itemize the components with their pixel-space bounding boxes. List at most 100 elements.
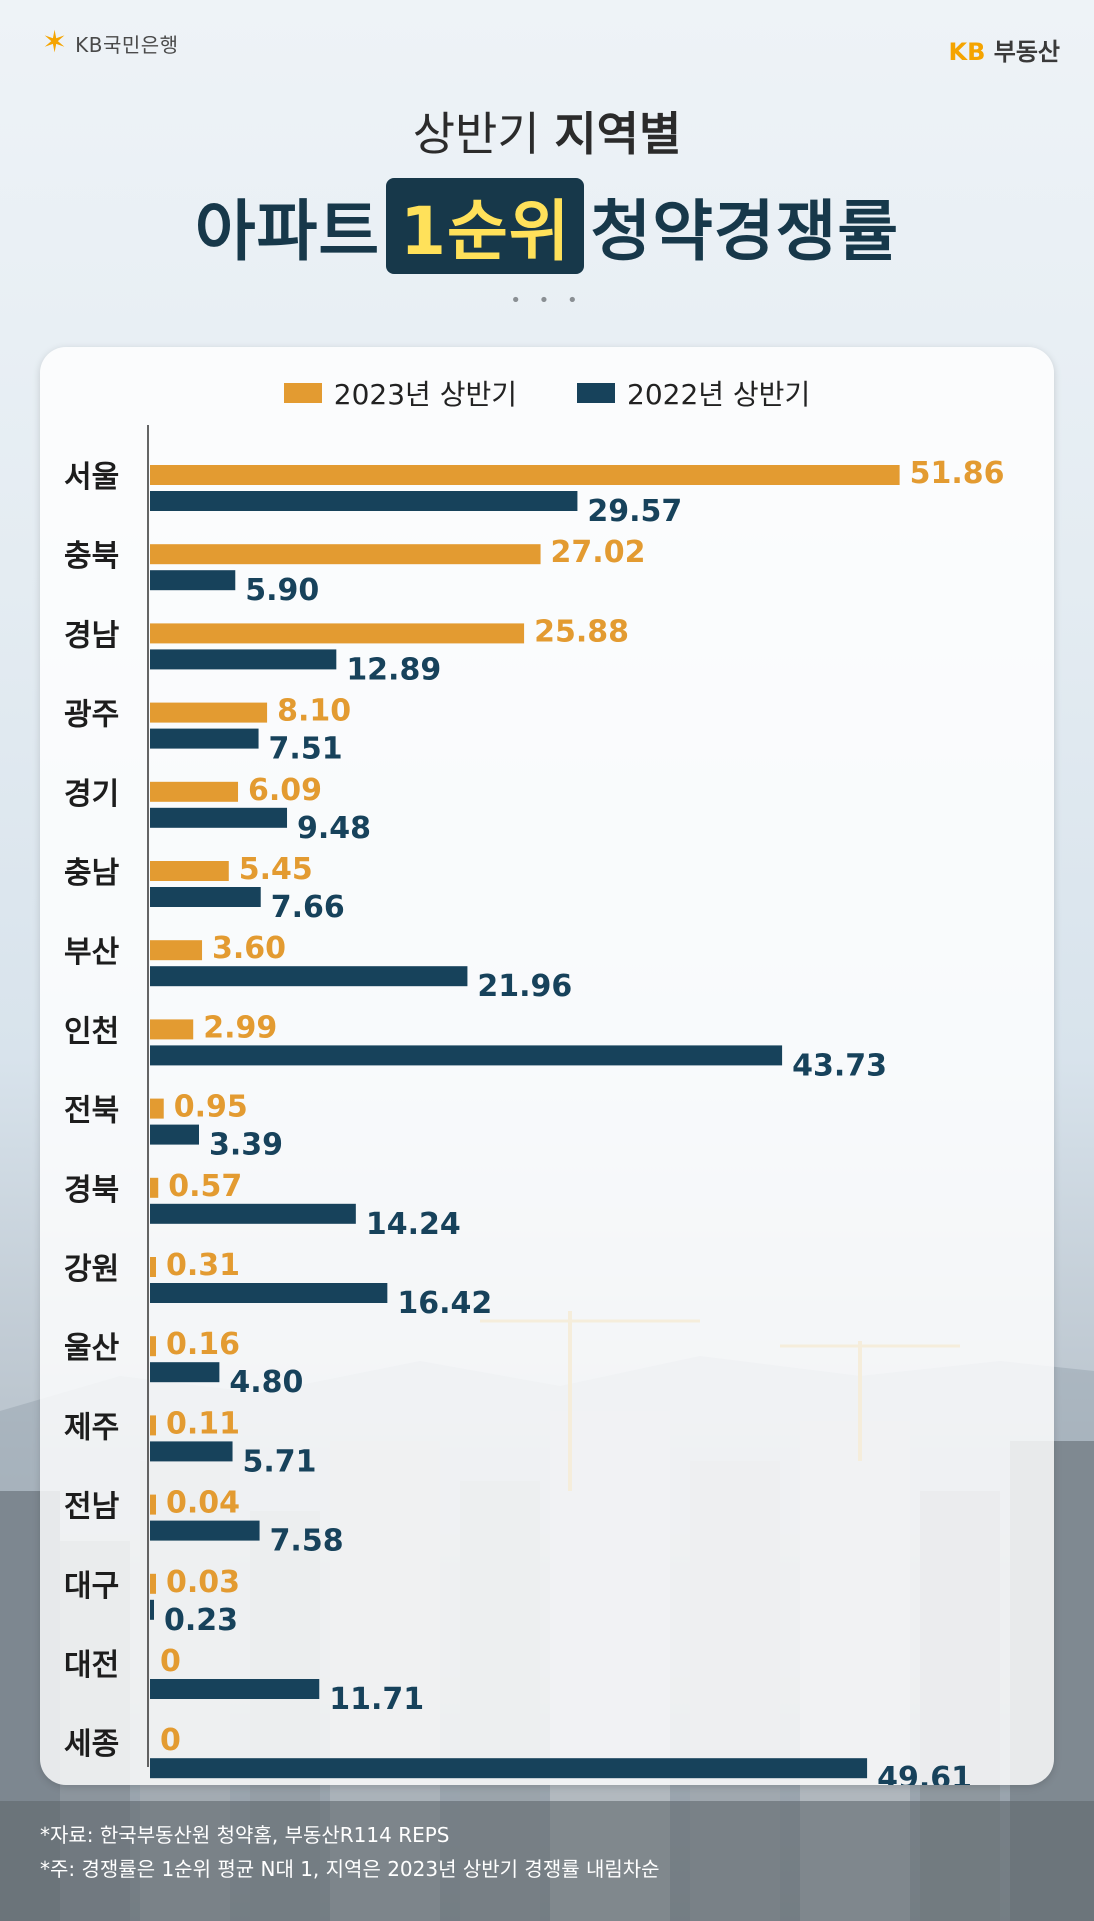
legend-item-2023: 2023년 상반기 xyxy=(283,373,517,413)
category-label: 울산 xyxy=(64,1331,120,1366)
value-label-2022: 12.89 xyxy=(346,652,441,687)
title-period: 상반기 xyxy=(412,107,540,161)
kb-bank-logo: ✶ KB국민은행 xyxy=(42,28,179,58)
value-label-2023: 0.31 xyxy=(166,1248,240,1283)
bar-2022 xyxy=(150,1679,320,1699)
bar-2022 xyxy=(150,1758,868,1779)
pager-dots: • • • xyxy=(510,290,584,311)
value-label-2022: 9.48 xyxy=(297,811,371,846)
category-label: 인천 xyxy=(64,1014,119,1049)
legend-item-2022: 2022년 상반기 xyxy=(577,373,810,413)
bar-2023 xyxy=(150,465,900,485)
category-label: 제주 xyxy=(64,1410,119,1445)
bar-2022 xyxy=(150,570,236,591)
value-label-2022: 11.71 xyxy=(329,1682,424,1717)
bar-2022 xyxy=(150,1283,388,1303)
bar-2023 xyxy=(150,1415,156,1436)
value-label-2023: 6.09 xyxy=(248,773,322,808)
real-estate-name: 부동산 xyxy=(993,38,1060,66)
legend: 2023년 상반기 2022년 상반기 xyxy=(40,373,1054,413)
bar-2023 xyxy=(150,1019,194,1040)
kb-real-estate-logo: KB 부동산 xyxy=(949,32,1061,67)
footnotes: *자료: 한국부동산원 청약홈, 부동산R114 REPS *주: 경쟁률은 1… xyxy=(40,1818,660,1886)
bar-2023 xyxy=(150,1494,156,1515)
bar-2023 xyxy=(150,781,239,802)
value-label-2023: 0.03 xyxy=(166,1565,240,1600)
value-label-2023: 0 xyxy=(160,1644,181,1679)
legend-label-2022: 2022년 상반기 xyxy=(627,378,811,411)
bar-2023 xyxy=(150,1336,156,1357)
legend-label-2023: 2023년 상반기 xyxy=(333,378,517,411)
value-label-2023: 3.60 xyxy=(212,931,286,966)
category-label: 경남 xyxy=(64,618,120,653)
bar-2022 xyxy=(150,807,288,828)
header: ✶ KB국민은행 KB 부동산 상반기 지역별 아파트 1순위 청약경쟁률 • • … xyxy=(0,0,1094,340)
footnote-note: *주: 경쟁률은 1순위 평균 N대 1, 지역은 2023년 상반기 경쟁률 … xyxy=(40,1857,660,1881)
kb-mark: KB xyxy=(948,38,986,66)
value-label-2023: 27.02 xyxy=(551,535,646,570)
bar-2022 xyxy=(150,887,261,907)
category-label: 경북 xyxy=(64,1173,119,1208)
value-label-2023: 0.95 xyxy=(174,1090,248,1125)
title-line-1: 상반기 지역별 xyxy=(0,98,1094,164)
bar-2023 xyxy=(150,861,229,881)
bar-2022 xyxy=(150,728,259,749)
value-label-2022: 5.71 xyxy=(243,1444,317,1479)
value-label-2022: 43.73 xyxy=(792,1048,887,1083)
footnote-source: *자료: 한국부동산원 청약홈, 부동산R114 REPS xyxy=(40,1823,450,1847)
value-label-2022: 3.39 xyxy=(209,1128,283,1163)
value-label-2022: 7.66 xyxy=(271,890,345,925)
value-label-2023: 0.04 xyxy=(166,1486,240,1521)
value-label-2022: 21.96 xyxy=(477,969,572,1004)
value-label-2022: 49.61 xyxy=(877,1761,972,1785)
value-label-2022: 4.80 xyxy=(229,1365,303,1400)
value-label-2022: 5.90 xyxy=(245,573,319,608)
value-label-2022: 7.58 xyxy=(270,1524,344,1559)
category-label: 광주 xyxy=(64,698,119,733)
value-label-2022: 14.24 xyxy=(366,1207,461,1242)
value-label-2023: 2.99 xyxy=(203,1010,277,1045)
value-label-2022: 0.23 xyxy=(164,1603,238,1638)
bar-2022 xyxy=(150,649,337,670)
value-label-2023: 8.10 xyxy=(277,694,351,729)
value-label-2022: 7.51 xyxy=(269,732,343,767)
category-label: 경기 xyxy=(64,777,119,812)
bar-2022 xyxy=(150,1362,220,1383)
bar-2022 xyxy=(150,1203,356,1224)
category-label: 충북 xyxy=(64,539,119,574)
bar-2023 xyxy=(150,1573,156,1594)
bar-2022 xyxy=(150,491,578,511)
bar-2022 xyxy=(150,1045,783,1066)
bar-chart: 서울 51.86 29.57 충북 27.02 5.90 경남 25.88 12.89 광주 8.1… xyxy=(64,425,1005,1785)
bar-2023 xyxy=(150,1257,156,1277)
title-apartment: 아파트 xyxy=(194,193,381,270)
category-label: 세종 xyxy=(64,1727,119,1762)
legend-swatch-2023 xyxy=(283,383,322,403)
bar-2022 xyxy=(150,1599,154,1620)
value-label-2022: 29.57 xyxy=(587,494,682,529)
legend-swatch-2022 xyxy=(577,383,615,403)
bar-2022 xyxy=(150,1441,233,1462)
value-label-2022: 16.42 xyxy=(397,1286,492,1321)
value-label-2023: 5.45 xyxy=(239,852,313,887)
bar-2023 xyxy=(150,940,203,961)
chart-card: 2023년 상반기 2022년 상반기 서울 51.86 29.57 충북 27.02 5… xyxy=(40,347,1054,1785)
bar-2023 xyxy=(150,1098,164,1119)
category-label: 전북 xyxy=(64,1094,119,1129)
title-region: 지역별 xyxy=(554,107,682,161)
bar-2022 xyxy=(150,1520,260,1541)
category-label: 대전 xyxy=(64,1648,119,1683)
value-label-2023: 25.88 xyxy=(534,614,629,649)
category-label: 대구 xyxy=(64,1569,119,1604)
bar-2023 xyxy=(150,702,268,723)
category-label: 부산 xyxy=(64,935,120,970)
title-highlight: 1순위 xyxy=(386,178,585,274)
value-label-2023: 0.11 xyxy=(166,1406,240,1441)
value-label-2023: 0 xyxy=(160,1723,181,1758)
value-label-2023: 51.86 xyxy=(910,456,1005,491)
category-label: 서울 xyxy=(64,460,119,495)
bar-2022 xyxy=(150,966,468,987)
bank-name: KB국민은행 xyxy=(75,32,179,57)
category-label: 강원 xyxy=(64,1252,119,1287)
value-label-2023: 0.57 xyxy=(168,1169,242,1204)
